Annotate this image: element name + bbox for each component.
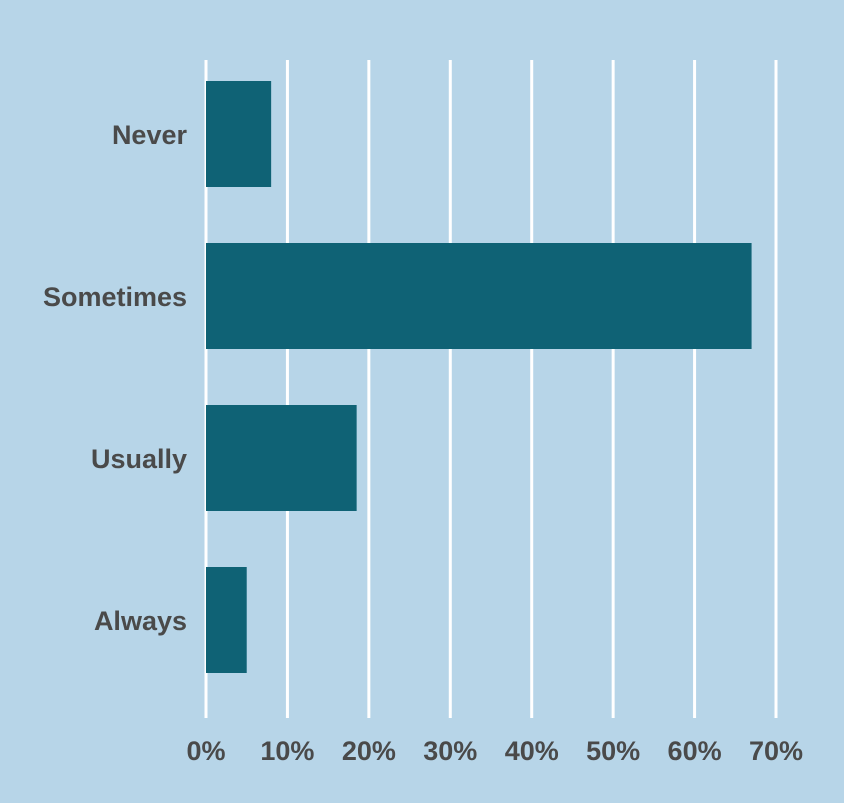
x-tick-labels: 0% 10% 20% 30% 40% 50% 60% 70% [186, 736, 803, 766]
x-tick-label: 60% [668, 736, 722, 766]
category-label-never: Never [112, 120, 188, 150]
bar-never [206, 81, 272, 187]
bar-always [206, 567, 247, 673]
bar-usually [206, 405, 357, 511]
x-tick-label: 40% [505, 736, 559, 766]
x-tick-label: 0% [186, 736, 225, 766]
x-tick-label: 50% [586, 736, 640, 766]
category-label-usually: Usually [91, 444, 187, 474]
category-label-always: Always [94, 606, 187, 636]
x-tick-label: 70% [749, 736, 803, 766]
x-tick-label: 30% [423, 736, 477, 766]
category-labels: Never Sometimes Usually Always [43, 120, 188, 636]
bar-sometimes [206, 243, 752, 349]
x-tick-label: 10% [260, 736, 314, 766]
category-label-sometimes: Sometimes [43, 282, 187, 312]
bars [206, 81, 752, 673]
x-tick-label: 20% [342, 736, 396, 766]
